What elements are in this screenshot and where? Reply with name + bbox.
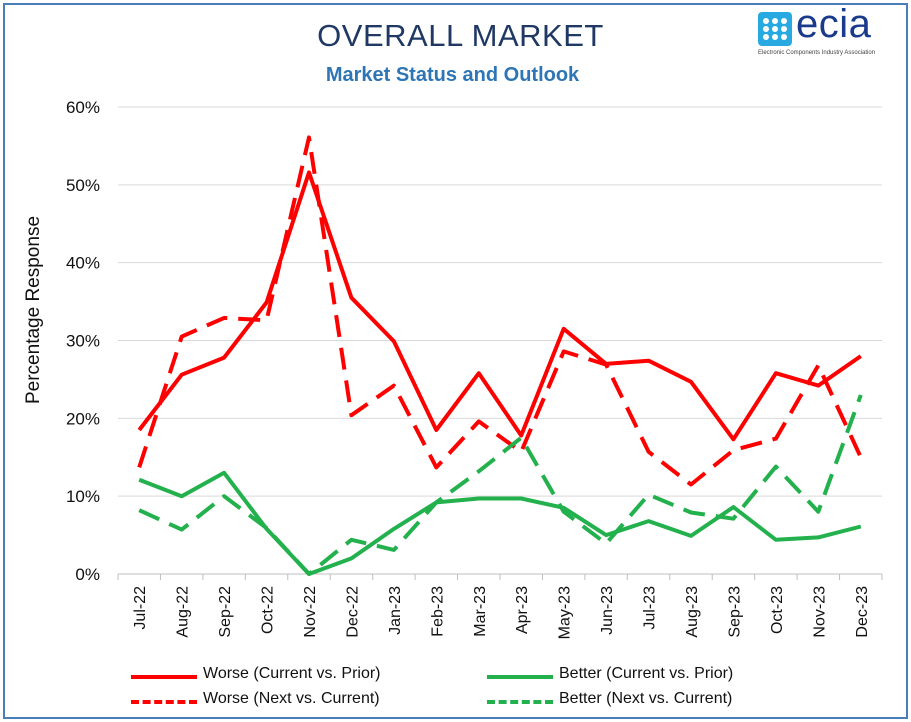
y-tick-label: 60% bbox=[66, 98, 100, 117]
chart-subtitle: Market Status and Outlook bbox=[325, 64, 580, 86]
x-tick-label: Oct-22 bbox=[260, 586, 277, 634]
x-tick-label: Nov-23 bbox=[811, 586, 828, 638]
y-tick-label: 10% bbox=[66, 487, 100, 506]
x-tick-label: Jul-23 bbox=[642, 586, 659, 630]
ecia-logo: ecia Electronic Components Industry Asso… bbox=[758, 2, 896, 58]
x-tick-label: Nov-22 bbox=[302, 586, 319, 638]
x-tick-label: Sep-23 bbox=[726, 586, 743, 638]
x-tick-label: Dec-23 bbox=[854, 586, 871, 638]
x-tick-label: Aug-22 bbox=[175, 586, 192, 638]
y-tick-label: 20% bbox=[66, 409, 100, 428]
y-tick-label: 50% bbox=[66, 176, 100, 195]
chart-title: OVERALL MARKET bbox=[317, 18, 604, 53]
x-tick-label: Feb-23 bbox=[429, 586, 446, 637]
x-tick-label: Jul-22 bbox=[132, 586, 149, 630]
logo-tagline: Electronic Components Industry Associati… bbox=[758, 50, 876, 56]
ecia-logo-icon bbox=[758, 12, 792, 46]
y-tick-label: 0% bbox=[75, 565, 100, 584]
y-tick-label: 40% bbox=[66, 254, 100, 273]
y-tick-label: 30% bbox=[66, 332, 100, 351]
x-tick-label: Apr-23 bbox=[514, 586, 531, 634]
series-line-0 bbox=[137, 170, 862, 442]
x-tick-label: Mar-23 bbox=[472, 586, 489, 637]
x-tick-label: May-23 bbox=[557, 586, 574, 639]
chart-frame bbox=[3, 3, 908, 719]
x-tick-label: Sep-22 bbox=[217, 586, 234, 638]
series-line-1 bbox=[138, 470, 862, 576]
series-line-2 bbox=[137, 135, 863, 487]
series-line-3 bbox=[138, 394, 863, 576]
logo-wordmark: ecia bbox=[796, 2, 872, 46]
x-tick-label: Aug-23 bbox=[684, 586, 701, 638]
x-tick-label: Jun-23 bbox=[599, 586, 616, 635]
x-tick-label: Jan-23 bbox=[387, 586, 404, 635]
x-tick-label: Oct-23 bbox=[769, 586, 786, 634]
x-tick-label: Dec-22 bbox=[344, 586, 361, 638]
